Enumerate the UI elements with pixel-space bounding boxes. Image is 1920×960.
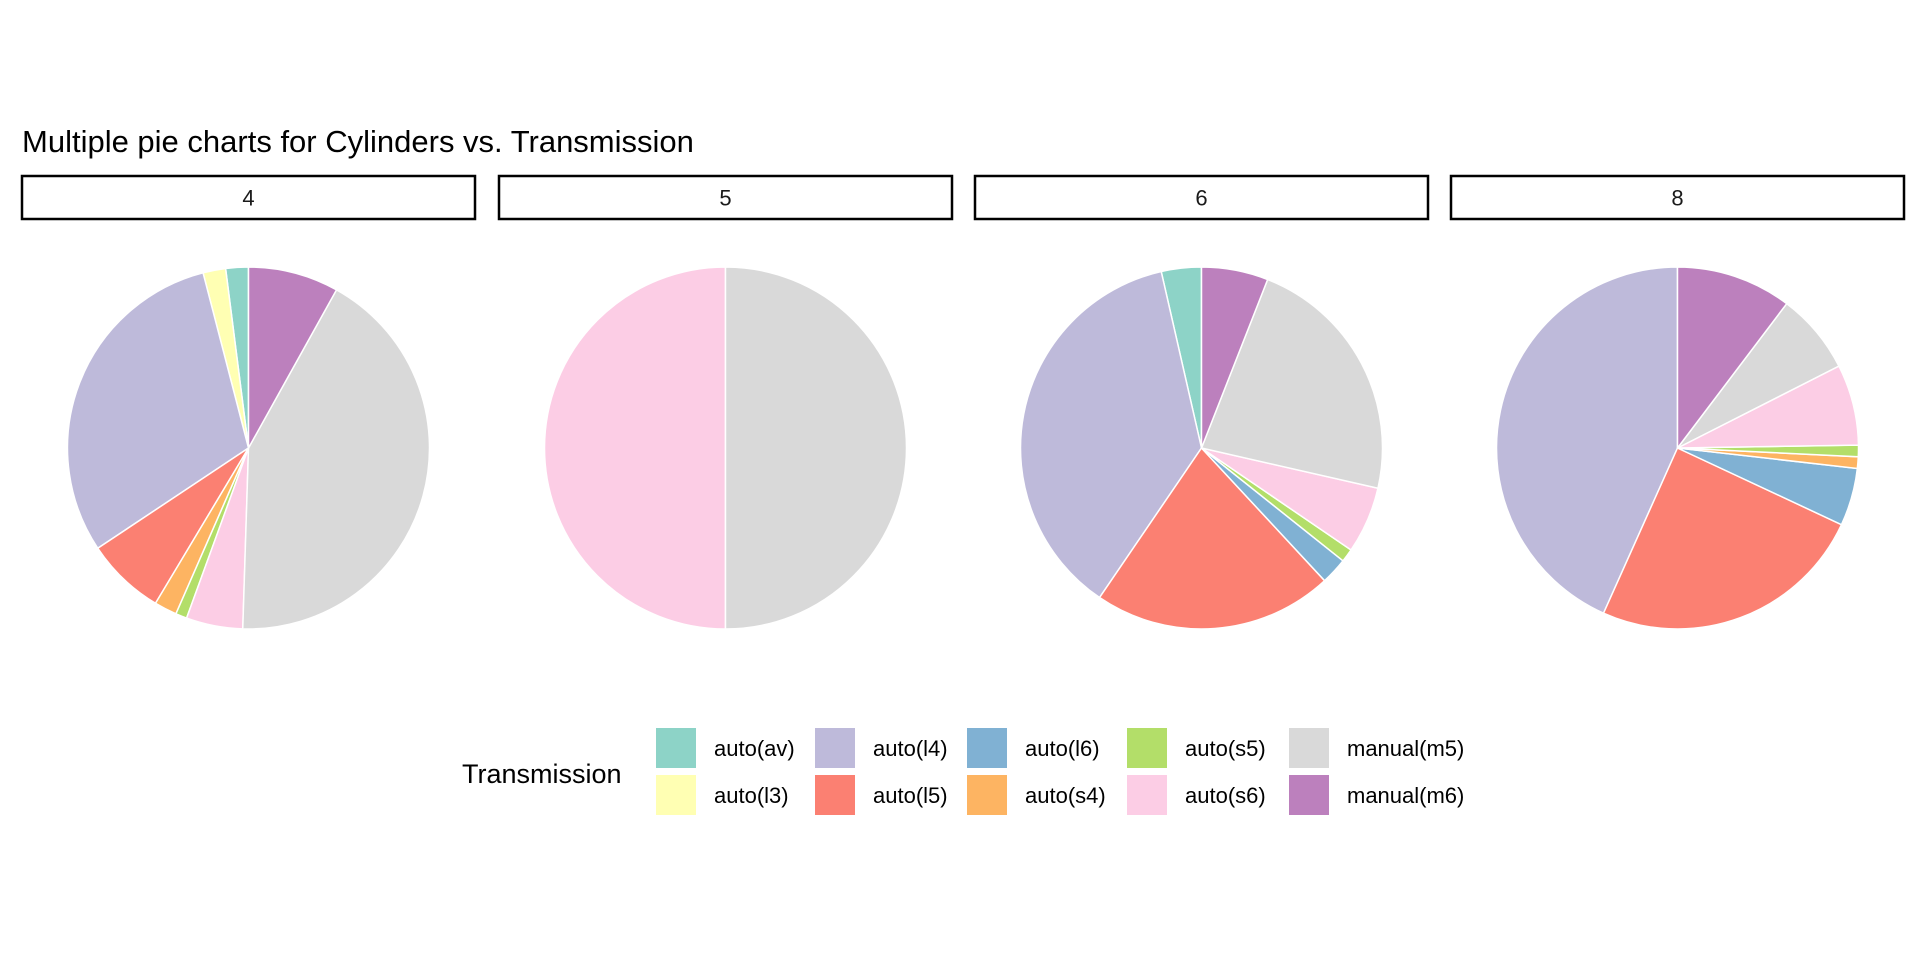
legend-swatch — [815, 775, 855, 815]
legend-item-auto-l5: auto(l5) — [815, 775, 948, 815]
legend-item-auto-l4: auto(l4) — [815, 728, 948, 768]
chart-title: Multiple pie charts for Cylinders vs. Tr… — [22, 124, 694, 159]
legend-label: manual(m6) — [1347, 783, 1464, 808]
legend-item-auto-av: auto(av) — [656, 728, 795, 768]
facet-panel-5: 5 — [497, 174, 954, 630]
legend-item-auto-l6: auto(l6) — [967, 728, 1100, 768]
pie-slice-auto-l5 — [1602, 446, 1843, 630]
facet-panel-6: 6 — [973, 174, 1430, 630]
legend-label: manual(m5) — [1347, 736, 1464, 761]
legend-item-manual-m5: manual(m5) — [1289, 728, 1464, 768]
facet-strip-label: 4 — [242, 186, 254, 211]
legend-swatch — [1289, 775, 1329, 815]
facet-strip — [20, 174, 477, 221]
pie-slice-manual-m6 — [1676, 266, 1788, 451]
legend-label: auto(l4) — [873, 736, 948, 761]
legend-label: auto(av) — [714, 736, 795, 761]
legend-label: auto(s4) — [1025, 783, 1106, 808]
facet-strip — [973, 174, 1430, 221]
pie-slice-manual-m5 — [724, 266, 908, 630]
pie-slice-manual-m5 — [1200, 278, 1384, 490]
legend-item-auto-s6: auto(s6) — [1127, 775, 1266, 815]
pie-slice-auto-l4 — [1019, 270, 1203, 599]
legend-label: auto(l6) — [1025, 736, 1100, 761]
facet-strip-label: 8 — [1671, 186, 1683, 211]
pie-slice-auto-l4 — [1495, 266, 1679, 615]
facet-strip-label: 6 — [1195, 186, 1207, 211]
legend: Transmission auto(av)auto(l3)auto(l4)aut… — [462, 728, 1464, 815]
legend-swatch — [967, 775, 1007, 815]
legend-item-auto-s4: auto(s4) — [967, 775, 1106, 815]
pie-slice-manual-m6 — [1200, 266, 1269, 449]
pie-slice-manual-m6 — [247, 266, 338, 451]
facet-panel-8: 8 — [1449, 174, 1906, 630]
legend-label: auto(l3) — [714, 783, 789, 808]
legend-title: Transmission — [462, 759, 622, 789]
legend-label: auto(l5) — [873, 783, 948, 808]
legend-swatch — [967, 728, 1007, 768]
legend-swatch — [1127, 775, 1167, 815]
legend-swatch — [656, 728, 696, 768]
legend-label: auto(s6) — [1185, 783, 1266, 808]
legend-item-manual-m6: manual(m6) — [1289, 775, 1464, 815]
facet-strip-label: 5 — [719, 186, 731, 211]
facet-panel-4: 4 — [20, 174, 477, 630]
legend-swatch — [815, 728, 855, 768]
facet-strip — [497, 174, 954, 221]
pie-slice-auto-l5 — [1098, 446, 1326, 630]
pie-slice-auto-l4 — [66, 271, 250, 550]
facet-strip — [1449, 174, 1906, 221]
legend-swatch — [1289, 728, 1329, 768]
legend-item-auto-s5: auto(s5) — [1127, 728, 1266, 768]
pie-slice-auto-s6 — [543, 266, 727, 630]
legend-label: auto(s5) — [1185, 736, 1266, 761]
legend-swatch — [1127, 728, 1167, 768]
legend-item-auto-l3: auto(l3) — [656, 775, 789, 815]
facet-panels: 4 5 6 8 — [20, 174, 1906, 630]
legend-swatch — [656, 775, 696, 815]
legend-keys: auto(av) auto(l3) auto(l4) auto(l5) auto(l6)… — [656, 728, 1464, 815]
